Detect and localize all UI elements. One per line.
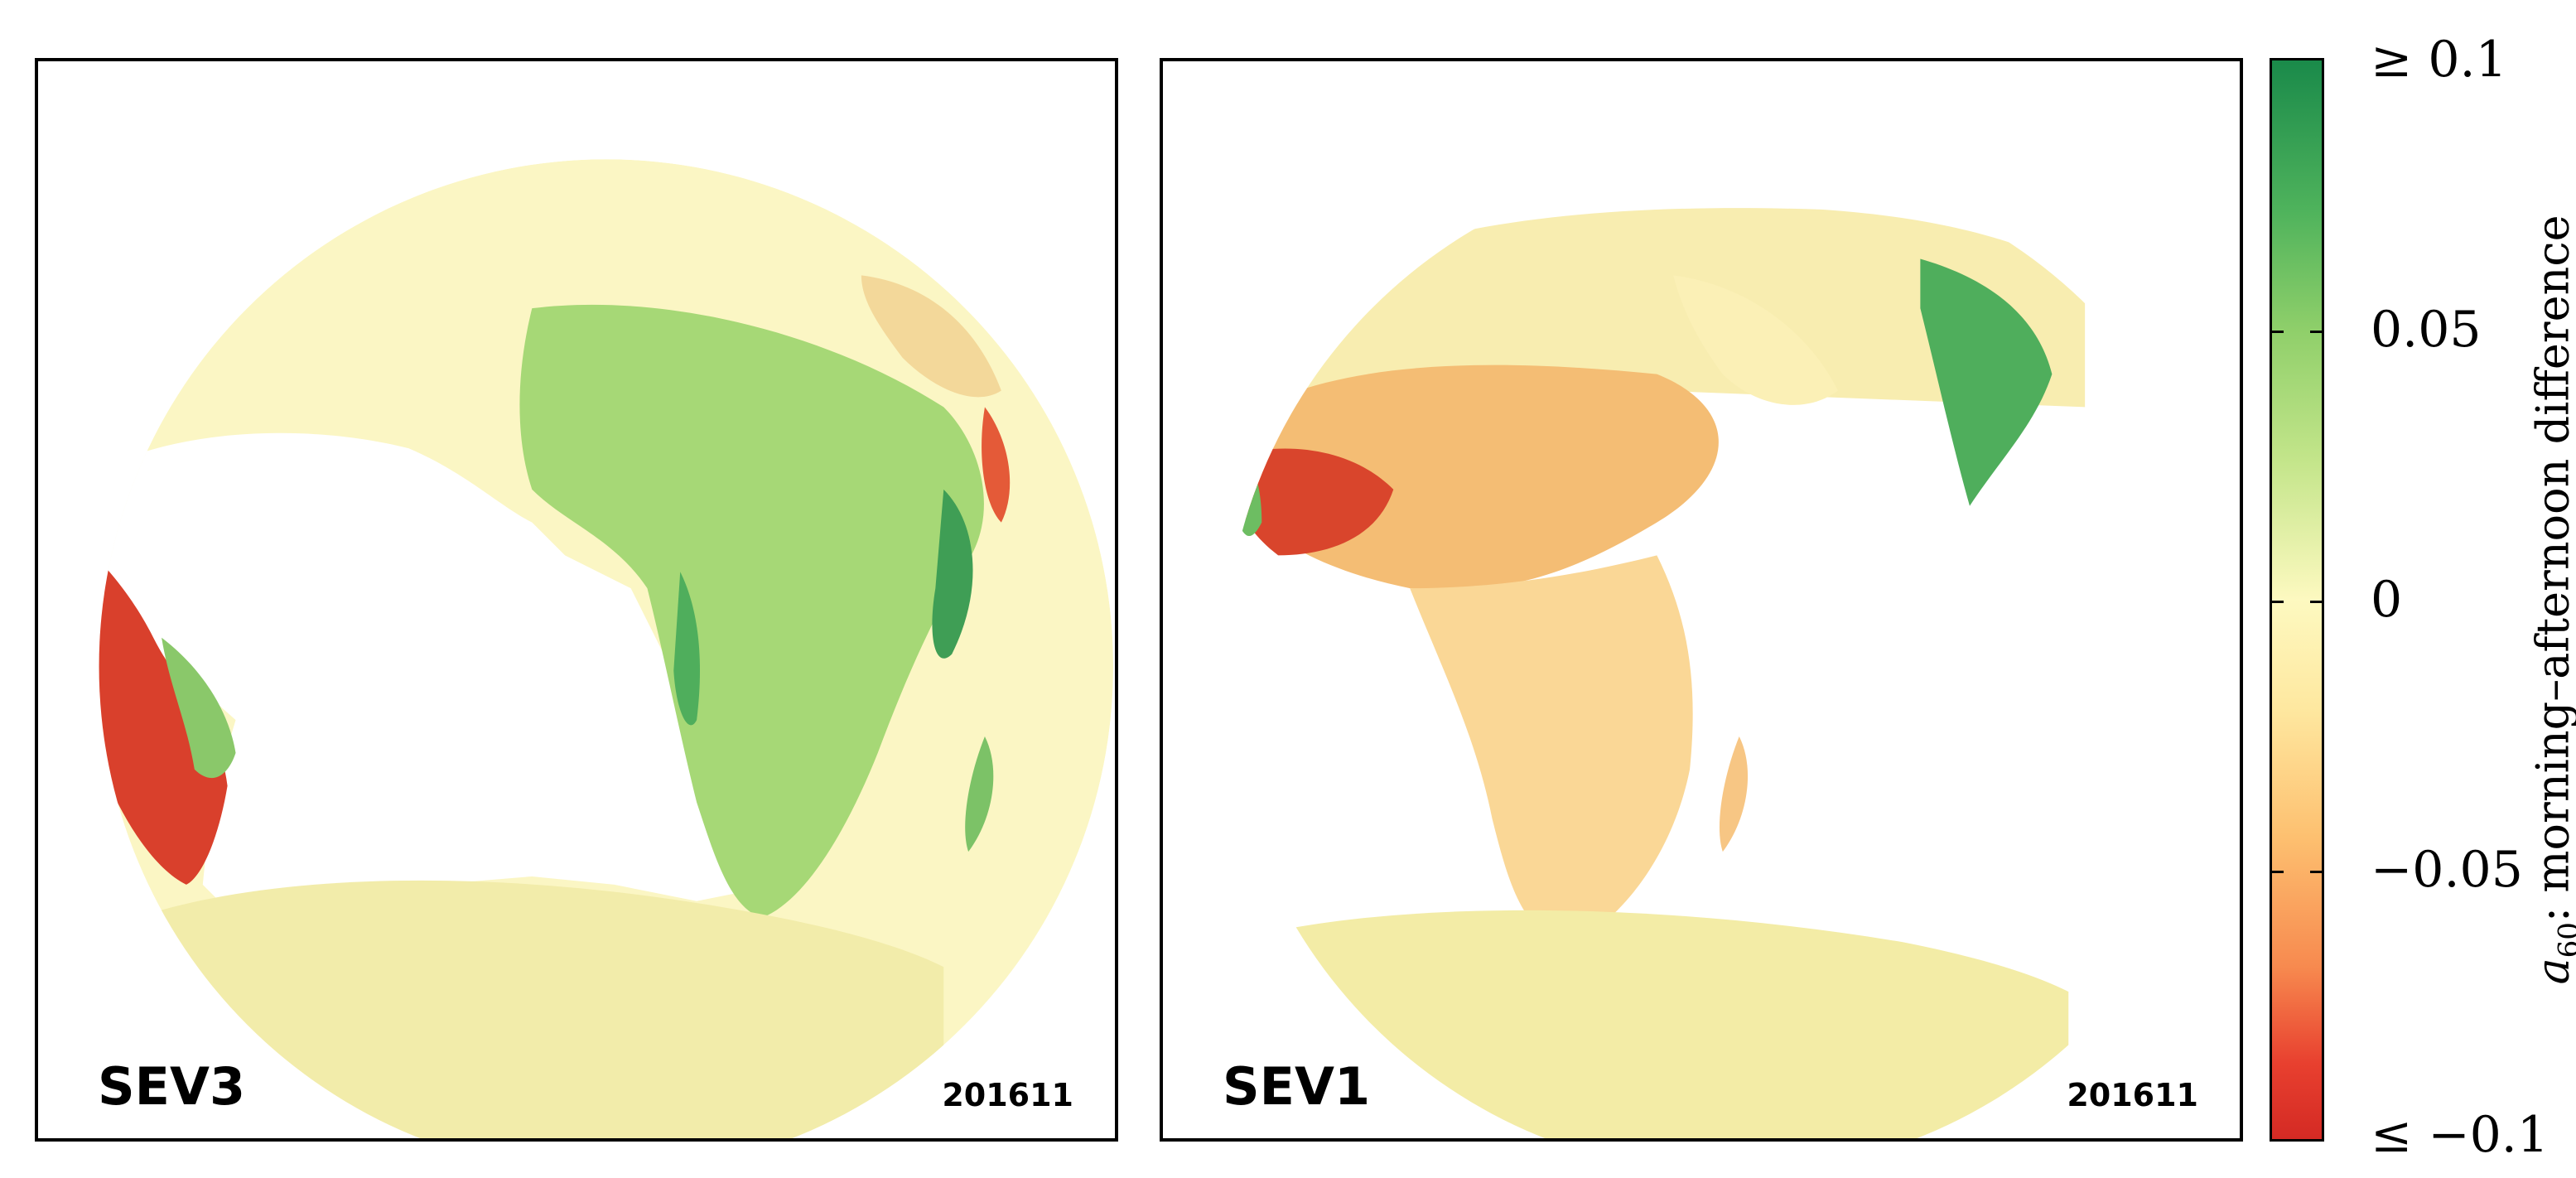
- colorbar-tick-label: ≥ 0.1: [2371, 31, 2507, 89]
- colorbar-title-text: : morning–afternoon difference: [2526, 215, 2576, 923]
- colorbar-tick-label: 0: [2371, 571, 2403, 629]
- sev3-disk-map: [99, 159, 1114, 1138]
- colorbar-title-subscript: 60: [2552, 922, 2576, 958]
- satellite-label: SEV1: [1223, 1056, 1371, 1117]
- colorbar-tick-label: −0.05: [2371, 841, 2523, 899]
- date-label: 201611: [942, 1077, 1073, 1113]
- map-panel-sev1: SEV1 201611: [1160, 58, 2243, 1142]
- sev1-disk-map: [1223, 159, 2239, 1138]
- colorbar-tick-label: 0.05: [2371, 301, 2482, 359]
- date-label: 201611: [2067, 1077, 2198, 1113]
- colorbar: [2270, 58, 2324, 1142]
- colorbar-title: a60: morning–afternoon difference: [2527, 215, 2576, 984]
- map-panel-sev3: SEV3 201611: [35, 58, 1118, 1142]
- satellite-label: SEV3: [98, 1056, 246, 1117]
- colorbar-title-symbol: a: [2526, 958, 2576, 985]
- colorbar-tick-label: ≤ −0.1: [2371, 1106, 2549, 1164]
